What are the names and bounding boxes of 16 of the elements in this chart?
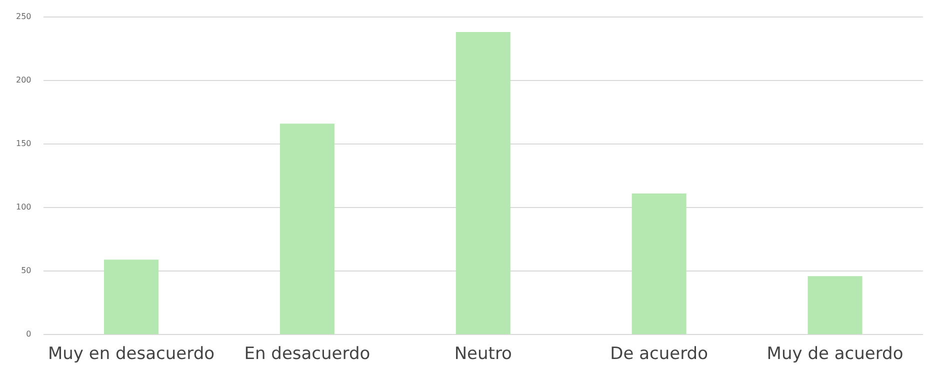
- x-tick-label: Muy de acuerdo: [766, 344, 904, 364]
- x-tick-label: De acuerdo: [610, 344, 708, 364]
- y-tick-label: 50: [21, 266, 32, 276]
- bar: [808, 276, 862, 334]
- x-tick-label: Muy en desacuerdo: [48, 344, 215, 364]
- y-tick-label: 200: [16, 75, 32, 84]
- bar: [632, 193, 686, 334]
- x-tick-label: En desacuerdo: [244, 344, 370, 364]
- y-tick-label: 150: [16, 139, 32, 148]
- bar: [104, 260, 159, 334]
- bar: [456, 32, 510, 334]
- y-tick-label: 100: [16, 202, 32, 212]
- x-tick-label: Neutro: [454, 344, 512, 364]
- bar: [280, 124, 334, 334]
- y-tick-label: 0: [26, 330, 32, 339]
- y-tick-label: 250: [16, 12, 32, 21]
